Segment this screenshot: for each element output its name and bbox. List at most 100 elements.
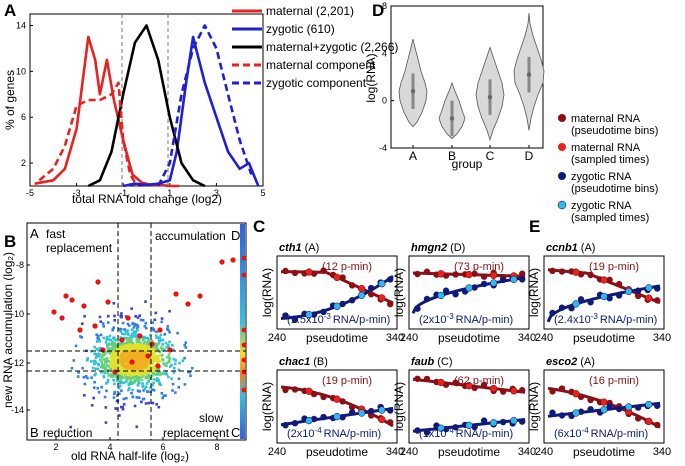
zygotic-bin-point xyxy=(519,418,526,425)
b-point xyxy=(165,364,168,368)
b-point xyxy=(113,318,117,322)
zygotic-sampled-point xyxy=(510,417,518,425)
b-point xyxy=(177,368,181,372)
b-point xyxy=(168,340,171,344)
b-point xyxy=(94,367,98,371)
subplot-frame xyxy=(276,369,398,444)
subplot-frame xyxy=(408,255,530,330)
b-point xyxy=(142,397,146,401)
b-highlight-point xyxy=(185,301,191,307)
b-point xyxy=(105,338,108,341)
maternal-sampled-point xyxy=(645,294,653,302)
b-point xyxy=(106,360,109,363)
b-point xyxy=(165,346,169,349)
zygotic-sampled-point xyxy=(624,403,633,411)
b-point xyxy=(145,352,148,355)
b-point xyxy=(148,346,151,350)
b-point xyxy=(111,375,115,378)
b-point xyxy=(142,347,145,351)
maternal-bin-point xyxy=(348,282,356,289)
b-ytick-label: -14 xyxy=(11,405,24,415)
b-point xyxy=(96,367,100,371)
b-point xyxy=(158,354,161,358)
panel-d: D -4 0 4 8 A B C D group log(RNA) xyxy=(364,1,545,171)
b-accumulation: accumulation xyxy=(155,229,226,243)
zygotic-bin-point xyxy=(577,296,585,303)
subplot-title: faub (C) xyxy=(411,356,453,368)
b-point xyxy=(173,391,177,394)
xtick-240: 240 xyxy=(400,446,418,458)
b-point xyxy=(97,337,101,341)
b-highlight-point xyxy=(95,279,101,285)
b-point xyxy=(161,349,165,352)
maternal-sampled-point xyxy=(489,384,498,393)
b-point xyxy=(133,404,137,408)
panel-c-label: C xyxy=(253,217,265,236)
b-point xyxy=(96,386,100,390)
b-point xyxy=(102,375,106,378)
maternal-rate: (16 p-min) xyxy=(589,375,639,387)
b-point xyxy=(170,377,173,381)
maternal-bin-point xyxy=(480,273,488,280)
b-point xyxy=(145,343,149,346)
b-point xyxy=(172,366,176,370)
b-point xyxy=(86,357,89,360)
panel-d-xlabel: group xyxy=(452,157,483,171)
legend-zygotic: zygotic (610) xyxy=(266,22,335,36)
a-xtick-label: -5 xyxy=(26,188,34,198)
zygotic-bin-point xyxy=(549,309,556,317)
gene-name: hmgn2 xyxy=(411,242,447,254)
b-point xyxy=(136,389,140,393)
maternal-bin-point xyxy=(387,419,394,426)
b-point xyxy=(119,369,123,373)
zygotic-bin-point xyxy=(654,402,661,409)
b-point xyxy=(157,342,160,345)
b-point xyxy=(113,314,116,318)
b-point xyxy=(103,352,107,356)
zygotic-sampled-point xyxy=(378,406,386,414)
maternal-bin-point xyxy=(339,398,346,405)
zygotic-bin-point xyxy=(423,295,431,303)
maternal-bin-point xyxy=(480,381,488,389)
b-point xyxy=(166,343,170,347)
b-point xyxy=(107,337,111,341)
b-point xyxy=(152,377,156,381)
b-point xyxy=(113,392,116,396)
b-point xyxy=(159,339,163,342)
b-point xyxy=(154,334,158,338)
maternal-sampled-point xyxy=(378,415,386,424)
b-point xyxy=(163,333,167,336)
b-point xyxy=(110,343,114,346)
b-point xyxy=(99,365,103,369)
b-point xyxy=(151,321,155,324)
panel-b: B 2 4 6 8 -8 -10 -12 -14 A fast replacement acc… xyxy=(1,222,247,463)
b-point xyxy=(109,339,112,342)
subplot-hmgn2: hmgn2 (D)(73 p-min)(2x10-3 RNA/p-min)240 34… xyxy=(392,242,536,345)
b-highlight-point xyxy=(105,299,111,305)
b-reduction: reduction xyxy=(43,426,92,440)
zygotic-sampled-point xyxy=(465,421,473,430)
zygotic-sampled-point xyxy=(305,416,313,425)
zygotic-sampled-point xyxy=(572,300,580,308)
b-point xyxy=(145,360,149,364)
b-point xyxy=(124,363,128,367)
b-point xyxy=(131,375,135,378)
zygotic-rate-exp: -4 xyxy=(447,426,455,435)
b-point xyxy=(161,338,165,342)
b-point xyxy=(119,330,123,333)
maternal-sampled-point xyxy=(465,270,473,279)
b-point xyxy=(115,355,118,358)
zygotic-sampled-point xyxy=(624,287,633,296)
b-point xyxy=(102,353,106,357)
b-point xyxy=(143,324,147,328)
b-point xyxy=(105,356,109,360)
b-point xyxy=(141,382,144,385)
b-point xyxy=(115,352,119,356)
b-point xyxy=(160,346,163,349)
b-point xyxy=(161,343,165,346)
b-point xyxy=(161,357,164,361)
b-point xyxy=(108,334,112,338)
b-point xyxy=(141,318,145,322)
b-point xyxy=(143,364,146,368)
gene-group: (B) xyxy=(313,356,328,368)
